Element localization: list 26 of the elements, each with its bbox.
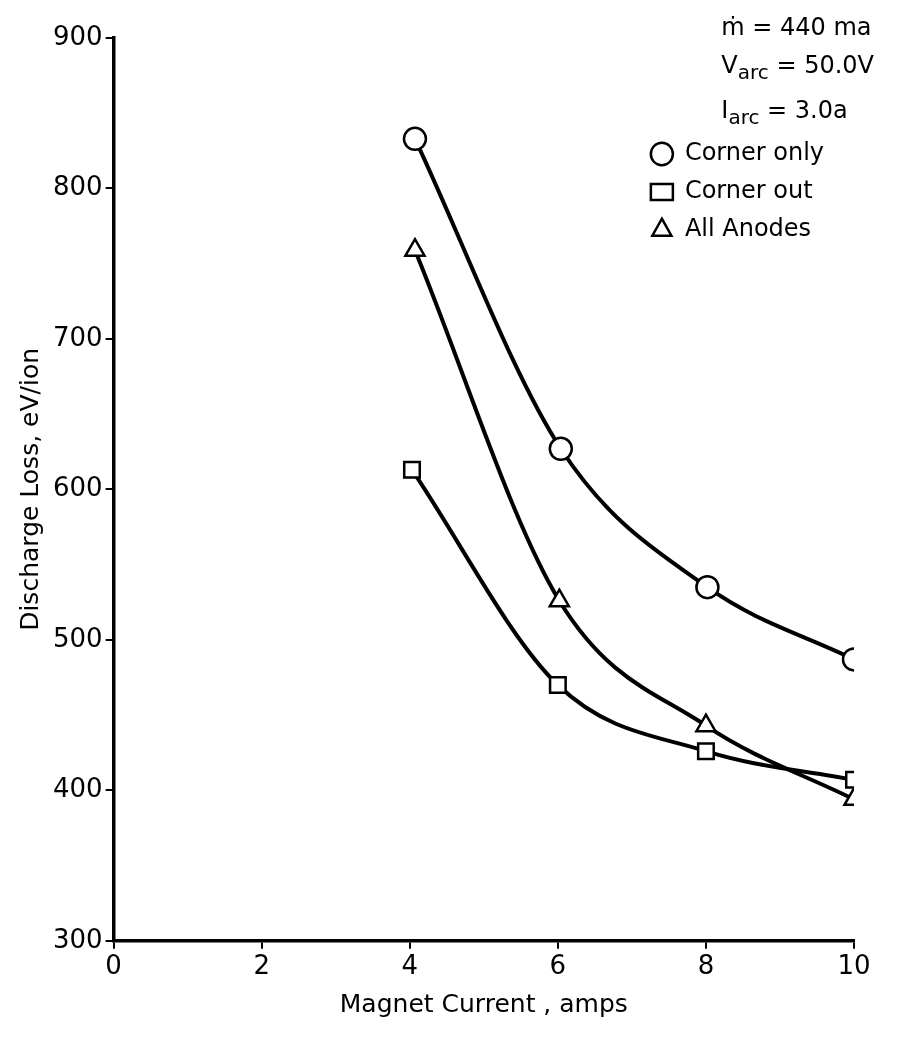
x-tick-label: 2 <box>253 950 270 981</box>
legend-label: Corner out <box>684 176 813 205</box>
x-tick-label: 8 <box>697 950 715 981</box>
annotation: ṁ = 440 ma <box>721 12 873 43</box>
annotation: V$_{arc}$ = 50.0V <box>721 50 874 86</box>
point <box>548 675 567 695</box>
legend-label: Corner only <box>684 138 824 167</box>
annotation: I$_{arc}$ = 3.0a <box>721 94 849 131</box>
point <box>548 436 574 462</box>
point <box>696 742 715 761</box>
y-tick-label: 400 <box>52 773 103 804</box>
y-tick-label: 300 <box>52 923 103 954</box>
y-tick-label: 500 <box>52 622 103 653</box>
x-tick-label: 4 <box>401 950 419 981</box>
y-tick-label: 600 <box>52 472 103 503</box>
x-tick-label: 6 <box>549 950 567 981</box>
y-axis-title: Discharge Loss, eV/ion <box>14 347 44 631</box>
y-tick-label: 900 <box>52 20 103 51</box>
x-tick-label: 10 <box>837 950 871 981</box>
x-axis-title: Magnet Current , amps <box>339 988 628 1018</box>
point <box>402 126 428 152</box>
x-tick-label: 0 <box>105 950 122 981</box>
y-tick-label: 800 <box>52 171 103 202</box>
legend-label: All Anodes <box>684 214 812 243</box>
y-tick-label: 700 <box>52 321 103 352</box>
point <box>402 460 422 479</box>
